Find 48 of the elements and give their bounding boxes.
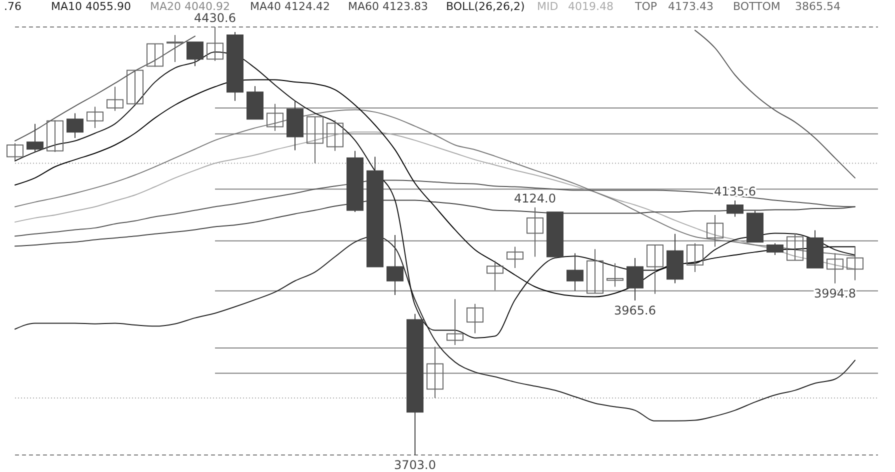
text: MA40 4124.42 bbox=[250, 0, 330, 13]
annotation: 3703.0 bbox=[394, 458, 436, 472]
annotation: 4430.6 bbox=[194, 11, 236, 25]
candlestick bbox=[206, 26, 224, 62]
candlestick bbox=[86, 106, 104, 128]
candlestick bbox=[846, 246, 864, 281]
candlestick bbox=[106, 86, 124, 112]
text: 4019.48 bbox=[568, 0, 614, 13]
text: BOLL(26,26,2) bbox=[446, 0, 525, 13]
text: MA20 4040.92 bbox=[150, 0, 230, 13]
annotation: 3965.6 bbox=[614, 304, 656, 318]
candlestick bbox=[486, 260, 504, 291]
candlestick bbox=[166, 34, 184, 63]
text: 4173.43 bbox=[668, 0, 714, 13]
candlestick bbox=[606, 262, 624, 288]
candlestick bbox=[266, 103, 284, 132]
candlestick bbox=[766, 242, 784, 256]
candlestick bbox=[26, 123, 44, 153]
text: 3865.54 bbox=[795, 0, 840, 13]
candlestick bbox=[826, 252, 844, 284]
text: TOP bbox=[634, 0, 658, 13]
candlestick bbox=[126, 70, 144, 106]
candlestick bbox=[66, 112, 84, 138]
candlestick bbox=[566, 252, 584, 292]
candlestick bbox=[6, 142, 24, 161]
annotation: 4124.0 bbox=[514, 191, 556, 206]
text: BOTTOM bbox=[733, 0, 780, 13]
candlestick bbox=[526, 206, 544, 258]
candlestick bbox=[326, 120, 344, 152]
candlestick bbox=[46, 120, 64, 153]
candlestick bbox=[786, 232, 804, 261]
text: .76 bbox=[4, 0, 22, 13]
candlestick bbox=[386, 234, 404, 296]
candlestick bbox=[186, 42, 204, 67]
candlestick bbox=[506, 246, 524, 268]
text: MA10 4055.90 bbox=[51, 0, 131, 13]
candlestick bbox=[626, 257, 644, 302]
candlestick bbox=[446, 298, 464, 346]
text: MA60 4123.83 bbox=[348, 0, 428, 13]
candlestick bbox=[706, 214, 724, 248]
candlestick bbox=[466, 303, 484, 334]
candlestick bbox=[426, 346, 444, 398]
candlestick bbox=[146, 43, 164, 68]
candlestick bbox=[686, 242, 704, 273]
text: MID bbox=[537, 0, 558, 13]
candlestick bbox=[586, 248, 604, 294]
candlestick bbox=[306, 116, 324, 164]
candlestick bbox=[646, 244, 664, 294]
